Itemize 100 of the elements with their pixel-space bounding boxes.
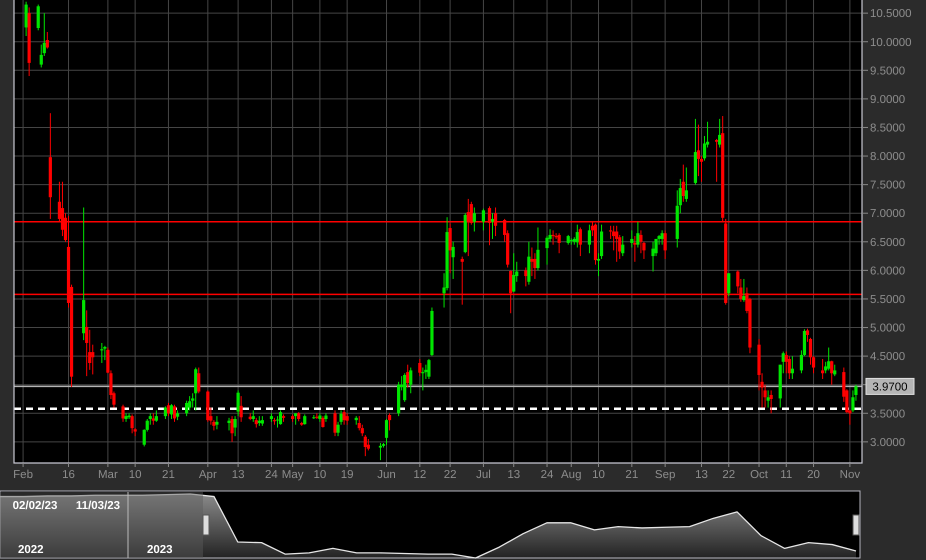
x-tick-label: 16: [62, 469, 75, 481]
x-tick-label: 20: [807, 469, 820, 481]
candlestick: [303, 414, 306, 426]
candlestick: [788, 356, 791, 380]
candlestick: [166, 402, 170, 417]
candlestick: [588, 224, 592, 254]
annotation: 02/02/23: [12, 500, 58, 512]
x-tick-label: 22: [444, 469, 457, 481]
candlestick: [100, 342, 104, 364]
candlestick: [197, 367, 200, 394]
y-tick-label: 3.5000: [870, 408, 906, 420]
candlestick: [297, 412, 300, 422]
candlestick: [172, 404, 176, 422]
candlestick: [578, 227, 582, 257]
x-tick-label: 11: [780, 469, 792, 481]
y-tick-label: 7.5000: [870, 180, 906, 192]
candlestick: [321, 416, 325, 428]
candlestick: [821, 358, 824, 380]
annotation: 2022: [18, 544, 44, 556]
candlestick: [715, 138, 718, 182]
candlestick: [536, 227, 540, 271]
candlestick: [472, 206, 476, 232]
candlestick: [718, 118, 722, 148]
candlestick: [240, 396, 243, 422]
candlestick: [333, 410, 337, 437]
candlestick: [236, 390, 240, 417]
x-tick-label: Jul: [476, 469, 491, 481]
candlestick: [490, 212, 494, 240]
y-tick-label: 8.0000: [870, 151, 906, 164]
candlestick: [418, 358, 422, 377]
candlestick: [612, 225, 616, 251]
y-tick-label: 5.5000: [870, 294, 906, 306]
candlestick: [227, 417, 231, 431]
x-tick-label: 21: [625, 469, 638, 481]
candlestick: [364, 434, 367, 457]
x-tick-label: 19: [340, 469, 354, 481]
candlestick: [164, 406, 168, 420]
candlestick: [346, 412, 349, 426]
x-tick-label: May: [282, 469, 304, 481]
candlestick: [46, 32, 49, 50]
candlestick: [130, 414, 134, 434]
candlestick: [630, 230, 634, 248]
candlestick: [558, 232, 561, 254]
candlestick: [154, 410, 158, 422]
candlestick: [91, 344, 94, 375]
x-tick-label: 24: [265, 469, 278, 481]
candlestick: [727, 272, 730, 297]
candlestick: [121, 404, 125, 422]
y-tick-label: 6.5000: [870, 236, 906, 249]
annotation: 11/03/23: [76, 500, 120, 512]
candlestick: [170, 404, 174, 420]
ref-line-label: 3.9700: [872, 381, 908, 394]
x-tick-label: 10: [592, 469, 605, 481]
candlestick: [36, 4, 40, 31]
candlestick: [409, 367, 412, 394]
candlestick: [406, 364, 410, 388]
y-tick-label: 10.5000: [870, 8, 912, 20]
candlestick: [452, 241, 455, 280]
candlestick: [230, 416, 234, 442]
x-tick-label: 10: [313, 469, 326, 481]
candlestick: [339, 410, 343, 426]
x-tick-label: 21: [162, 469, 175, 481]
candlestick: [85, 310, 88, 377]
y-tick-label: 8.5000: [870, 122, 906, 134]
candlestick: [482, 208, 486, 231]
y-tick-label: 9.5000: [870, 65, 906, 78]
x-tick-label: 13: [507, 469, 520, 481]
candlestick: [427, 358, 431, 380]
y-tick-label: 4.5000: [870, 351, 906, 364]
candlestick: [651, 241, 655, 272]
candlestick: [664, 230, 667, 260]
y-tick-label: 6.0000: [870, 265, 906, 278]
candlestick: [636, 221, 640, 248]
candlestick: [24, 1, 28, 37]
candlestick: [388, 412, 392, 431]
candlestick: [260, 416, 264, 426]
candlestick: [684, 166, 688, 202]
x-tick-label: Oct: [750, 469, 769, 481]
x-tick-label: Aug: [561, 469, 582, 481]
y-tick-label: 7.0000: [870, 208, 906, 220]
candlestick: [278, 410, 282, 426]
x-tick-label: 13: [232, 469, 245, 481]
candlestick: [336, 421, 340, 437]
candlestick: [530, 247, 534, 277]
candlestick: [342, 409, 346, 426]
candlestick: [252, 410, 255, 422]
x-tick-label: Feb: [13, 469, 33, 481]
candlestick: [682, 164, 685, 202]
candlestick: [524, 267, 528, 287]
candlestick: [512, 252, 516, 293]
candlestick: [254, 417, 258, 428]
x-tick-label: 12: [413, 469, 426, 481]
x-tick-label: Nov: [840, 469, 860, 481]
x-tick-label: Apr: [198, 469, 217, 481]
candlestick: [233, 416, 237, 437]
x-tick-label: Mar: [98, 469, 118, 481]
x-tick-label: 22: [722, 469, 736, 481]
candlestick: [185, 400, 188, 417]
x-tick-label: 13: [695, 469, 708, 481]
candlestick: [258, 416, 261, 426]
